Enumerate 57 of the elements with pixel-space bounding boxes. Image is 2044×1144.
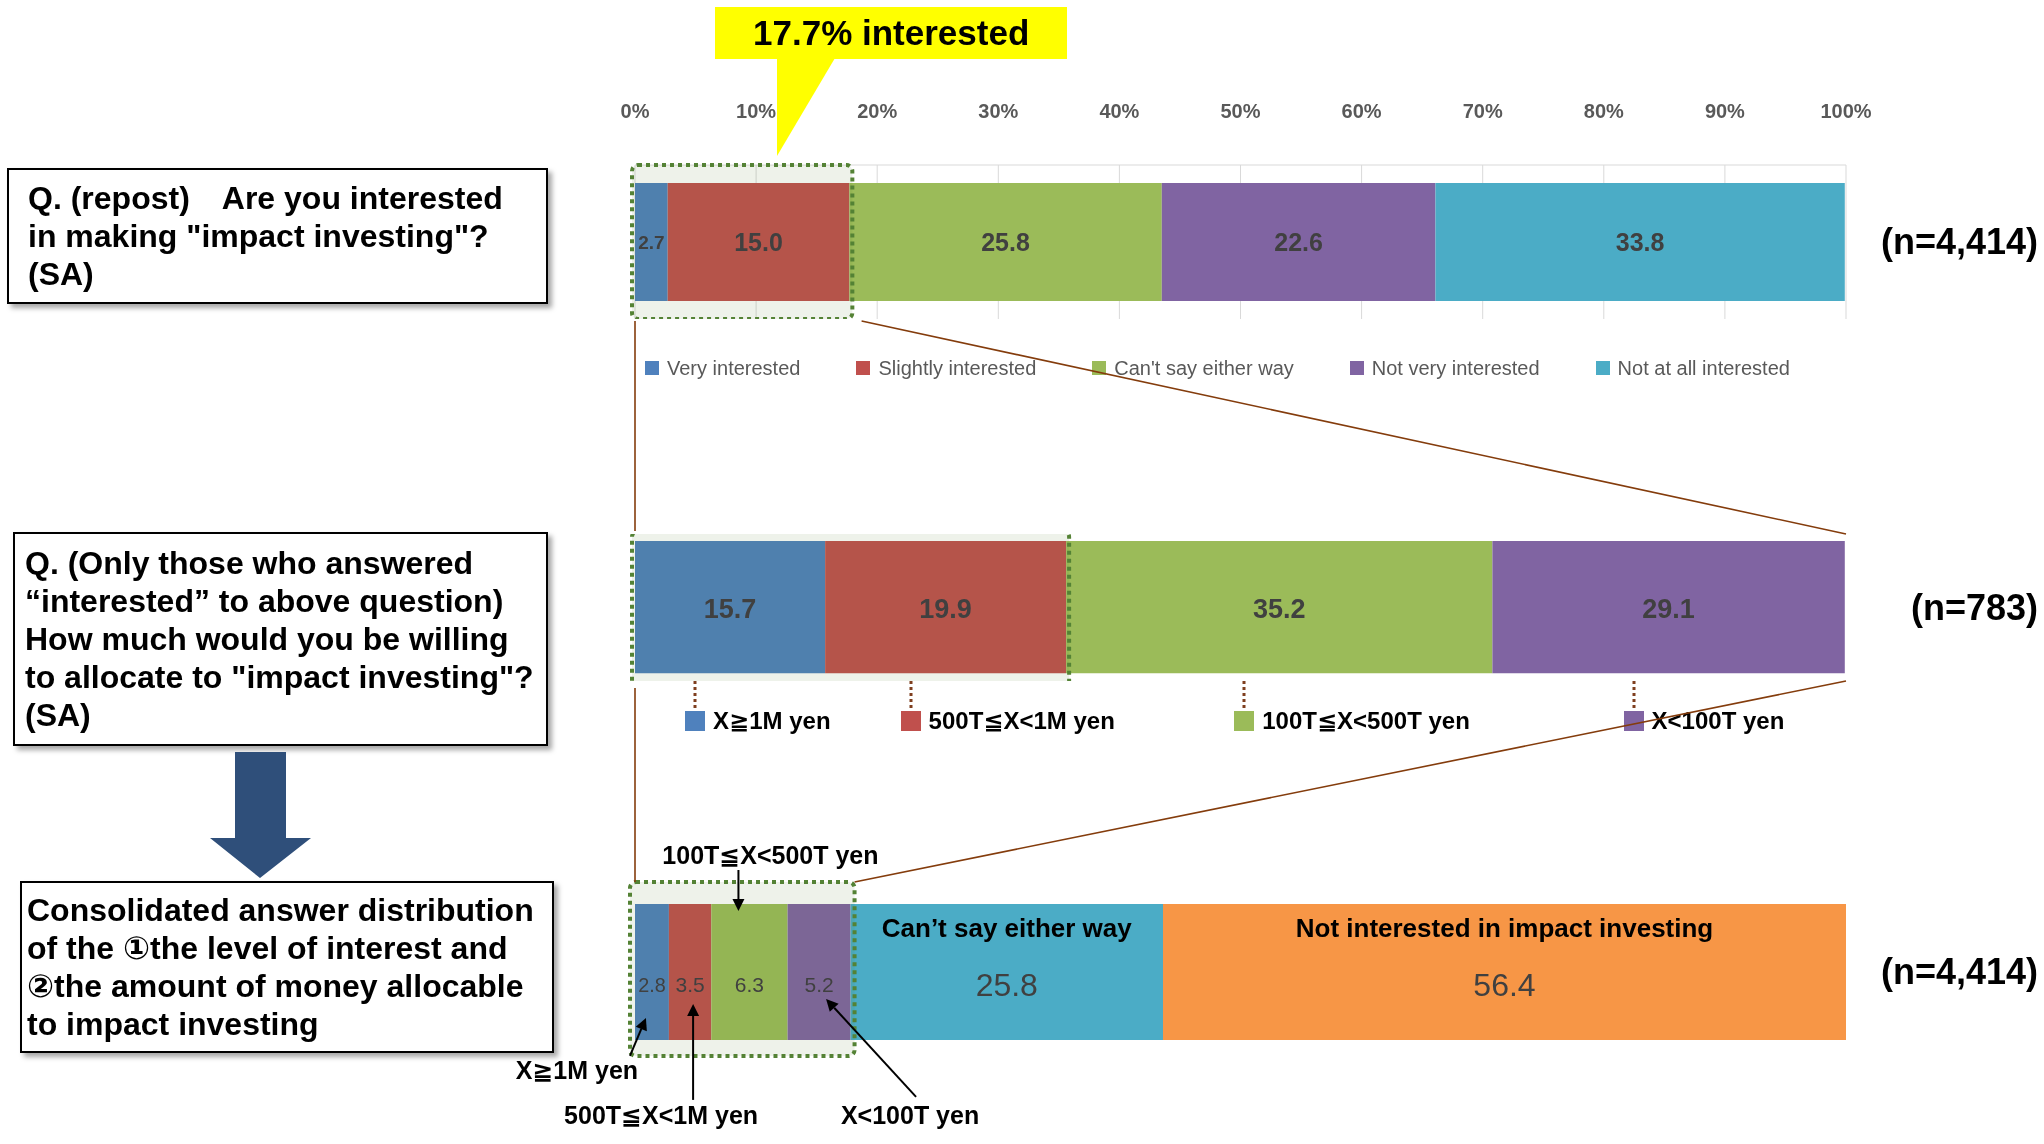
bar — [787, 904, 851, 1040]
text: (n=4,414) — [1880, 950, 2038, 992]
bar — [668, 904, 712, 1040]
data-label: 15.7 — [703, 594, 757, 625]
bar — [1435, 183, 1845, 301]
bar — [1163, 904, 1846, 1040]
legend-label: X≧1M yen — [713, 707, 831, 734]
bar — [635, 183, 668, 301]
data-label: 3.5 — [675, 973, 705, 997]
data-label: 35.2 — [1252, 594, 1306, 625]
y-tick-label: Consolidated answer distribution of the ①the level of interest and ②the amount of money allocable to impact investing — [27, 891, 535, 1043]
x-tick-label: 60% — [1341, 100, 1382, 122]
x-tick-label: 100% — [1820, 100, 1872, 122]
text: 17.7% interested — [753, 13, 1030, 53]
text: (n=4,414) — [1880, 221, 2038, 262]
text: 500T≦X<1M yen — [564, 1100, 759, 1129]
legend-label: Slightly interested — [878, 357, 1037, 379]
data-label: 2.7 — [638, 231, 665, 253]
data-label: 15.0 — [734, 228, 783, 256]
series-label: 100T≦X<500T yen — [662, 841, 879, 869]
x-tick-label: 20% — [857, 100, 898, 122]
text: X<100T yen — [840, 1100, 980, 1129]
y-tick-label: Q. (repost) Are you interested in making "impact investing"? (SA) — [28, 179, 504, 293]
x-tick-label: 70% — [1462, 100, 1503, 122]
bar — [711, 904, 788, 1040]
series-label: Can’t say either way — [881, 913, 1133, 943]
data-label: 25.8 — [975, 966, 1038, 1003]
legend-label: 100T≦X<500T yen — [1262, 707, 1470, 734]
y-tick-label: Q. (Only those who answered “interested” to above question) How much would you be willing to allocate to "impact investing"? (SA) — [25, 544, 535, 734]
data-label: 56.4 — [1473, 966, 1536, 1003]
bar — [1161, 183, 1436, 301]
text: (n=783) — [1910, 586, 2038, 628]
series-label: X≧1M yen — [515, 1055, 639, 1084]
data-label: 22.6 — [1274, 228, 1323, 256]
bar — [635, 904, 669, 1040]
legend-label: X<100T yen — [1651, 707, 1785, 734]
x-tick-label: 30% — [978, 100, 1019, 122]
data-label: 25.8 — [981, 228, 1030, 256]
data-label: 19.9 — [919, 594, 972, 625]
legend-label: 500T≦X<1M yen — [928, 707, 1115, 734]
data-label: 5.2 — [804, 973, 834, 997]
x-tick-label: 10% — [736, 100, 777, 122]
legend-label: Not at all interested — [1617, 357, 1790, 379]
x-tick-label: 0% — [620, 100, 650, 122]
bar — [1492, 541, 1845, 674]
x-tick-label: 90% — [1704, 100, 1746, 122]
series-label: Not interested in impact investing — [1295, 913, 1714, 943]
legend-label: Not very interested — [1371, 357, 1540, 379]
data-label: 29.1 — [1642, 594, 1695, 625]
data-label: 2.8 — [638, 973, 666, 996]
data-label: 33.8 — [1615, 228, 1665, 256]
data-label: 6.3 — [734, 973, 765, 997]
x-tick-label: 40% — [1099, 100, 1140, 122]
x-tick-label: 50% — [1220, 100, 1261, 122]
legend-label: Can't say either way — [1114, 357, 1294, 379]
x-tick-label: 80% — [1583, 100, 1625, 122]
legend-label: Very interested — [667, 357, 801, 379]
